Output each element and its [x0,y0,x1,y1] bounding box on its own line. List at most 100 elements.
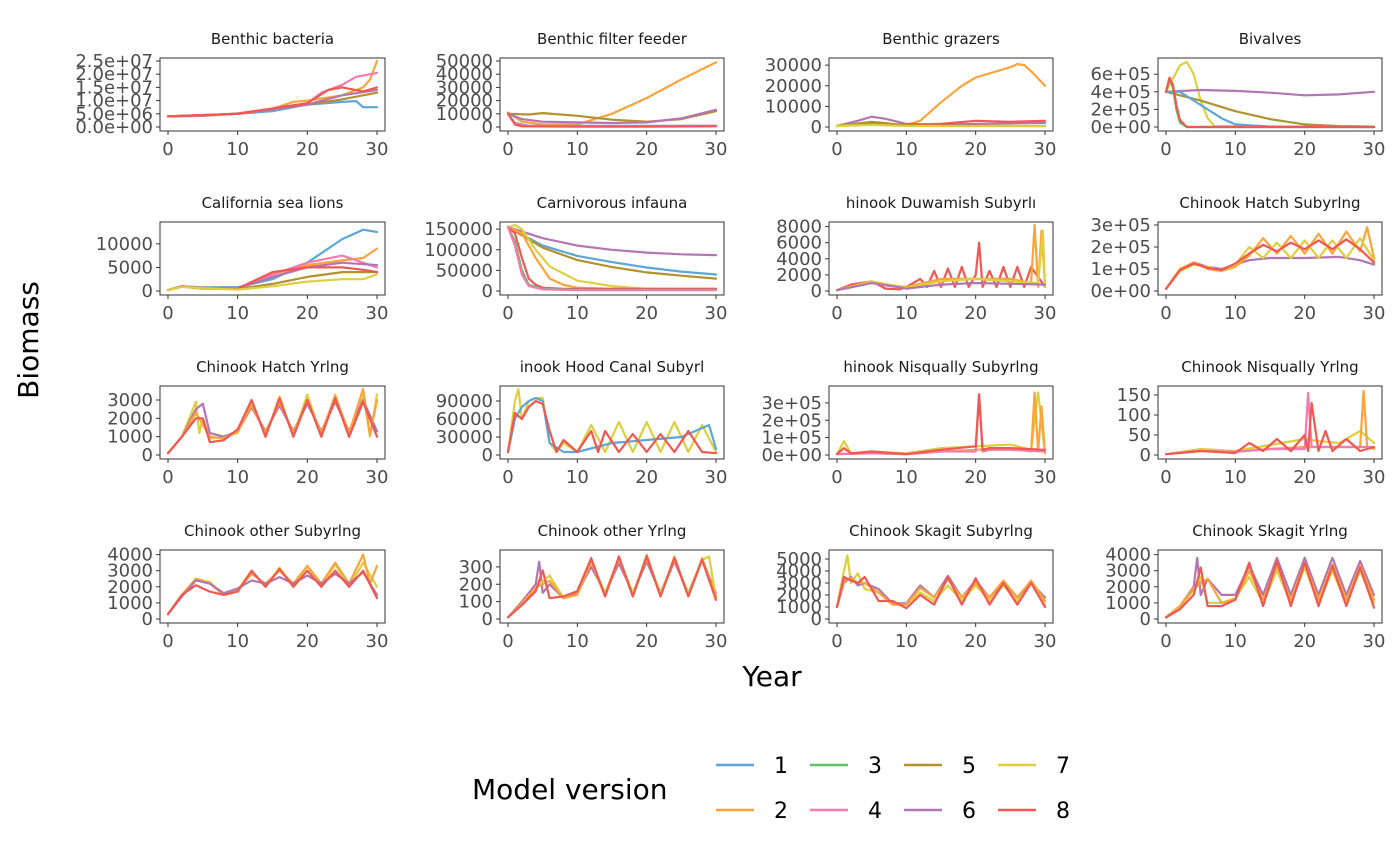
x-tick-label: 20 [296,631,319,652]
panel-title: hinook Duwamish Subyrlı [846,194,1036,212]
y-tick-label: 100 [1117,405,1151,426]
y-tick-label: 2000 [1105,577,1151,598]
series-group [835,62,1047,128]
series-line [506,555,718,619]
y-tick-label: 40000 [436,64,493,85]
series-group [506,553,718,619]
y-tick-label: 1.0e+07 [75,91,153,112]
y-tick-label: 0.0e+00 [75,117,153,138]
panel-title: inook Hood Canal Subyrl [520,358,704,376]
legend-item: 8 [998,799,1070,824]
x-tick-label: 30 [366,631,389,652]
series-line [1164,88,1376,97]
x-tick-label: 0 [162,139,173,160]
x-tick-label: 0 [831,467,842,488]
legend-label: 2 [774,799,788,824]
series-line [1164,559,1376,619]
series-line [835,281,1047,292]
series-group [166,59,379,118]
y-tick-label: 0 [142,609,153,630]
y-tick-label: 30000 [436,427,493,448]
x-tick-label: 30 [1034,303,1057,324]
y-tick-label: 90000 [436,391,493,412]
series-line [835,575,1047,610]
y-tick-label: 3000 [107,561,153,582]
x-tick-label: 10 [1224,303,1247,324]
y-tick-label: 2000 [776,265,822,286]
x-tick-label: 30 [366,467,389,488]
series-group [166,553,379,616]
panel-title: Chinook Nisqually Yrlng [1181,358,1358,376]
y-tick-label: 0 [482,609,493,630]
x-tick-label: 30 [1034,467,1057,488]
series-line [506,226,718,280]
y-tick-label: 300 [459,557,493,578]
series-group [1164,556,1376,619]
series-line [1164,60,1376,129]
legend-label: 4 [868,799,882,824]
panel: hinook Nisqually Subyrlng 0 10 20 30 0e+001e+… [761,358,1056,488]
y-tick-label: 30000 [436,77,493,98]
series-line [506,226,718,292]
x-tick-label: 30 [1363,631,1386,652]
y-tick-label: 60000 [436,409,493,430]
y-tick-label: 150000 [424,219,493,240]
y-tick-label: 0 [1140,609,1151,630]
x-tick-label: 0 [1160,303,1171,324]
y-tick-label: 4e+05 [1090,82,1151,103]
x-tick-label: 10 [895,631,918,652]
panel-title: Benthic filter feeder [537,30,688,48]
y-tick-label: 50000 [436,51,493,72]
x-tick-label: 30 [366,303,389,324]
y-tick-label: 0 [142,281,153,302]
y-tick-label: 8000 [776,217,822,238]
panel: Chinook Hatch Subyrlng 0 10 20 30 0e+001e+052… [1090,194,1385,324]
y-tick-label: 4000 [776,249,822,270]
x-tick-label: 20 [964,467,987,488]
series-group [166,228,379,292]
legend-item: 1 [716,754,788,779]
x-tick-label: 20 [1293,139,1316,160]
panel-title: Benthic bacteria [211,30,334,48]
y-tick-label: 5.0e+06 [75,104,153,125]
y-tick-label: 0 [482,445,493,466]
y-tick-label: 20000 [765,76,822,97]
y-tick-label: 0e+00 [1090,117,1151,138]
panel-title: Chinook Skagit Subyrlng [849,522,1033,540]
y-tick-label: 1000 [107,427,153,448]
x-tick-label: 10 [1224,467,1247,488]
x-tick-label: 20 [964,303,987,324]
legend-label: 8 [1056,799,1070,824]
series-group [835,223,1047,292]
y-tick-label: 3000 [776,573,822,594]
x-tick-label: 30 [1363,139,1386,160]
y-tick-label: 0 [142,445,153,466]
y-tick-label: 100 [459,592,493,613]
y-tick-label: 2e+05 [1090,237,1151,258]
panel-title: Chinook other Subyrlng [184,522,361,540]
y-tick-label: 10000 [765,96,822,117]
x-tick-label: 20 [635,631,658,652]
x-tick-label: 20 [964,139,987,160]
x-tick-label: 0 [162,631,173,652]
x-tick-label: 20 [1293,467,1316,488]
x-tick-label: 10 [226,631,249,652]
series-line [835,241,1047,292]
y-tick-label: 1e+05 [1090,259,1151,280]
x-tick-label: 0 [162,467,173,488]
panel-title: Chinook other Yrlng [538,522,687,540]
series-line [1164,401,1376,456]
series-group [506,223,718,292]
series-line [1164,238,1376,290]
y-tick-label: 3e+05 [1090,215,1151,236]
x-axis-label: Year [741,660,802,693]
y-tick-label: 6e+05 [1090,64,1151,85]
y-axis-label: Biomass [12,281,45,399]
panel: Benthic bacteria 0 10 20 30 0.0e+005.0e+061.0… [75,30,388,160]
y-tick-label: 2000 [107,408,153,429]
